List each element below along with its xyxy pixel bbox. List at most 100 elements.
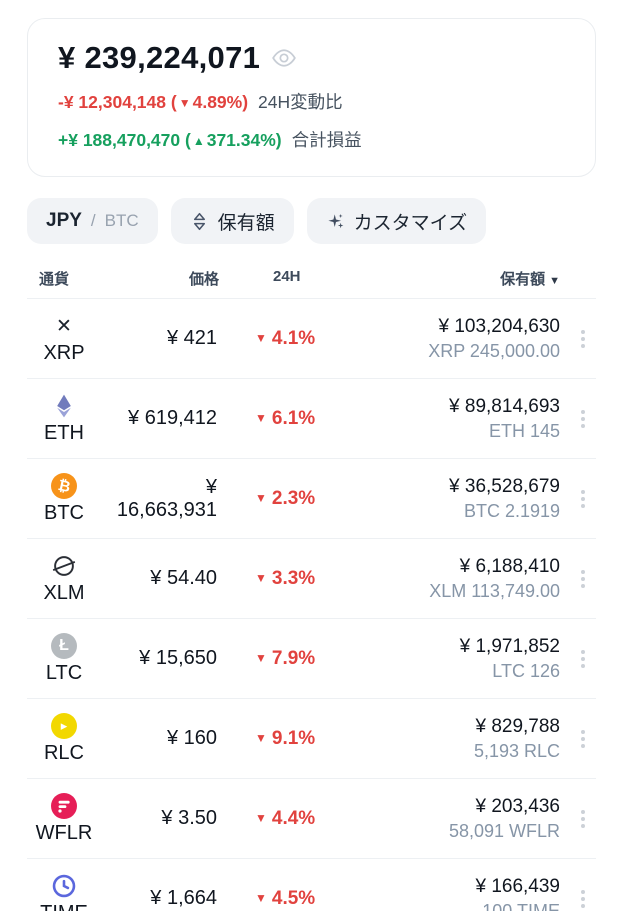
down-triangle-icon: ▼ (255, 490, 267, 505)
table-header: 通貨 価格 24H 保有額 ▼ (27, 268, 596, 298)
coin-symbol: TIME (40, 902, 88, 911)
row-menu-button[interactable] (570, 379, 596, 458)
holdings-value: ¥ 166,439 (475, 875, 560, 897)
holdings-amount: 58,091 WFLR (448, 821, 560, 842)
header-24h: 24H (273, 268, 301, 285)
holdings-amount: 5,193 RLC (473, 741, 560, 762)
row-menu-button[interactable] (570, 859, 596, 911)
change-cell: ▼ 4.4% (233, 808, 345, 830)
coin-symbol: RLC (43, 742, 84, 764)
asset-row-xrp[interactable]: ✕ XRP ¥ 421 ▼ 4.1% ¥ 103,204,630 XRP 245… (27, 298, 596, 378)
asset-row-ltc[interactable]: Ł LTC ¥ 15,650 ▼ 7.9% ¥ 1,971,852 LTC 12… (27, 618, 596, 698)
eye-icon[interactable] (271, 45, 297, 71)
sparkle-icon (328, 213, 344, 228)
change-cell: ▼ 4.5% (233, 888, 345, 910)
holdings-amount: LTC 126 (492, 661, 560, 682)
coin-cell: Ł LTC (27, 633, 101, 684)
currency-toggle-button[interactable]: JPY / BTC (27, 198, 158, 244)
price-cell: ¥ 3.50 (161, 807, 217, 829)
rlc-logo-icon: ▸ (51, 713, 77, 739)
xlm-logo-icon (51, 553, 77, 579)
holdings-value: ¥ 1,971,852 (459, 635, 560, 657)
row-menu-button[interactable] (570, 539, 596, 618)
change-cell: ▼ 4.1% (233, 328, 345, 350)
header-price: 価格 (188, 271, 219, 288)
change-percent: 9.1% (271, 727, 316, 749)
holdings-amount: 100 TIME (345, 899, 560, 911)
holdings-value: ¥ 36,528,679 (449, 475, 560, 497)
asset-row-xlm[interactable]: XLM ¥ 54.40 ▼ 3.3% ¥ 6,188,410 XLM 113,7… (27, 538, 596, 618)
change-percent: 4.1% (271, 327, 316, 349)
down-triangle-icon: ▼ (255, 810, 267, 825)
wflr-logo-icon (51, 793, 77, 819)
holdings-cell: ¥ 203,436 58,091 WFLR (345, 794, 570, 844)
coin-symbol: WFLR (35, 822, 93, 844)
row-menu-button[interactable] (570, 459, 596, 538)
row-menu-button[interactable] (570, 619, 596, 698)
currency-separator: / (90, 211, 96, 230)
coin-cell: XLM (27, 553, 101, 604)
header-currency: 通貨 (39, 271, 70, 288)
asset-row-eth[interactable]: ETH ¥ 619,412 ▼ 6.1% ¥ 89,814,693 ETH 14… (27, 378, 596, 458)
holdings-cell: ¥ 103,204,630 XRP 245,000.00 (345, 314, 570, 364)
holdings-value: ¥ 6,188,410 (459, 555, 560, 577)
asset-row-rlc[interactable]: ▸ RLC ¥ 160 ▼ 9.1% ¥ 829,788 5,193 RLC (27, 698, 596, 778)
change-percent: 6.1% (271, 407, 316, 429)
coin-symbol: ETH (44, 422, 84, 444)
row-menu-button[interactable] (570, 699, 596, 778)
holdings-amount: BTC 2.1919 (463, 501, 560, 522)
portfolio-summary-card: ¥ 239,224,071 -¥ 12,304,148 (▼ 4.89%) 24… (27, 18, 596, 177)
down-triangle-icon: ▼ (178, 96, 191, 110)
change-percent: 2.3% (271, 487, 316, 509)
sort-arrows-icon (193, 212, 205, 230)
coin-cell: ▸ RLC (27, 713, 101, 764)
price-cell: ¥ 619,412 (128, 407, 217, 429)
row-menu-button[interactable] (570, 779, 596, 858)
asset-row-time[interactable]: TIME ¥ 1,664 ▼ 4.5% ¥ 166,439 100 TIME (27, 858, 596, 911)
coin-symbol: BTC (44, 502, 84, 524)
down-triangle-icon: ▼ (255, 890, 267, 905)
holdings-amount: XRP 245,000.00 (428, 341, 560, 362)
coin-cell: TIME (27, 873, 101, 911)
change-24h-percent: 4.89%) (192, 92, 249, 112)
down-triangle-icon: ▼ (255, 410, 267, 425)
total-balance: ¥ 239,224,071 (58, 40, 261, 75)
change-percent: 4.4% (271, 807, 316, 829)
change-cell: ▼ 9.1% (233, 728, 345, 750)
change-24h-amount: -¥ 12,304,148 ( (58, 92, 177, 112)
down-triangle-icon: ▼ (255, 650, 267, 665)
price-cell: ¥ 421 (166, 327, 217, 349)
change-percent: 3.3% (271, 567, 316, 589)
change-percent: 4.5% (271, 887, 316, 909)
holdings-cell: ¥ 36,528,679 BTC 2.1919 (345, 474, 570, 524)
time-logo-icon (51, 873, 77, 899)
holdings-amount: ETH 145 (488, 421, 560, 442)
price-cell: ¥ 16,663,931 (116, 475, 217, 521)
sort-button[interactable]: 保有額 (170, 198, 294, 244)
holdings-cell: ¥ 6,188,410 XLM 113,749.00 (345, 554, 570, 604)
holdings-cell: ¥ 89,814,693 ETH 145 (345, 394, 570, 444)
header-holdings-sort[interactable]: 保有額 ▼ (500, 271, 560, 288)
holdings-value: ¥ 829,788 (475, 715, 560, 737)
currency-primary: JPY (46, 210, 82, 231)
coin-cell: ₿ BTC (27, 473, 101, 524)
filter-bar: JPY / BTC 保有額 カスタマイズ (27, 198, 596, 244)
btc-logo-icon: ₿ (51, 473, 77, 499)
row-menu-button[interactable] (570, 299, 596, 378)
change-24h-line: -¥ 12,304,148 (▼ 4.89%) 24H変動比 (58, 89, 565, 114)
change-cell: ▼ 3.3% (233, 568, 345, 590)
asset-row-wflr[interactable]: WFLR ¥ 3.50 ▼ 4.4% ¥ 203,436 58,091 WFLR (27, 778, 596, 858)
sort-desc-icon: ▼ (549, 275, 560, 287)
asset-row-btc[interactable]: ₿ BTC ¥ 16,663,931 ▼ 2.3% ¥ 36,528,679 B… (27, 458, 596, 538)
asset-list: ✕ XRP ¥ 421 ▼ 4.1% ¥ 103,204,630 XRP 245… (27, 298, 596, 911)
customize-button[interactable]: カスタマイズ (306, 198, 487, 244)
up-triangle-icon: ▲ (192, 134, 205, 148)
change-percent: 7.9% (271, 647, 316, 669)
eth-logo-icon (51, 393, 77, 419)
holdings-value: ¥ 103,204,630 (438, 315, 560, 337)
currency-secondary: BTC (104, 211, 139, 230)
price-cell: ¥ 1,664 (150, 887, 217, 909)
total-pnl-amount: +¥ 188,470,470 ( (58, 130, 191, 150)
holdings-amount: XLM 113,749.00 (429, 581, 560, 602)
total-pnl-percent: 371.34%) (206, 130, 282, 150)
